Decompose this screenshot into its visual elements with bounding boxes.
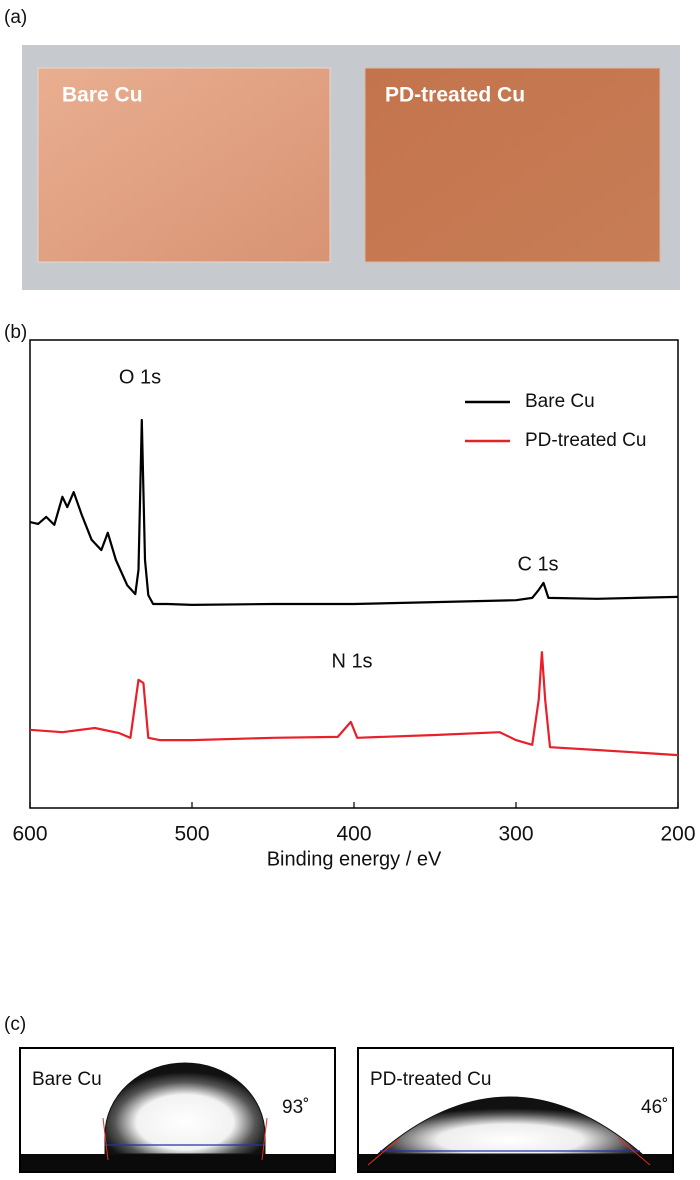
x-tick-label: 400 xyxy=(336,823,371,846)
series-line xyxy=(29,651,679,757)
xps-chart: 600 500 400 300 200 Binding energy / eV O 1s C … xyxy=(12,339,696,870)
contact-angle-image: PD-treated Cu 46˚ xyxy=(357,1047,674,1173)
tangent xyxy=(102,1117,109,1161)
photo-label: Bare Cu xyxy=(62,84,143,107)
x-tick-label: 200 xyxy=(660,823,695,846)
tangent xyxy=(367,1137,401,1166)
legend-label: Bare Cu xyxy=(525,391,595,412)
droplet xyxy=(104,1062,266,1155)
copper-plate xyxy=(37,67,331,263)
image-label: Bare Cu xyxy=(32,1069,102,1090)
series-line xyxy=(29,418,679,606)
droplet xyxy=(376,1096,644,1155)
substrate xyxy=(359,1154,672,1171)
panel-label: (a) xyxy=(4,7,27,28)
copper-plate xyxy=(364,67,661,263)
peak-annotation: N 1s xyxy=(331,650,372,672)
photo-label: PD-treated Cu xyxy=(385,84,525,107)
x-tick-label: 600 xyxy=(12,823,47,846)
x-tick-label: 500 xyxy=(174,823,209,846)
x-axis-label: Binding energy / eV xyxy=(267,848,442,870)
contact-angle-image: Bare Cu 93˚ xyxy=(19,1047,336,1173)
contact-angle: 93˚ xyxy=(282,1097,309,1118)
panel-label: (c) xyxy=(4,1014,26,1035)
peak-annotation: C 1s xyxy=(517,553,558,575)
legend-label: PD-treated Cu xyxy=(525,430,646,451)
tangent xyxy=(617,1137,651,1166)
contact-angle: 46˚ xyxy=(641,1097,668,1118)
substrate xyxy=(21,1154,334,1171)
peak-annotation: O 1s xyxy=(119,366,161,388)
image-label: PD-treated Cu xyxy=(370,1069,491,1090)
panel-label: (b) xyxy=(4,322,27,343)
tangent xyxy=(261,1117,268,1161)
x-tick-label: 300 xyxy=(498,823,533,846)
